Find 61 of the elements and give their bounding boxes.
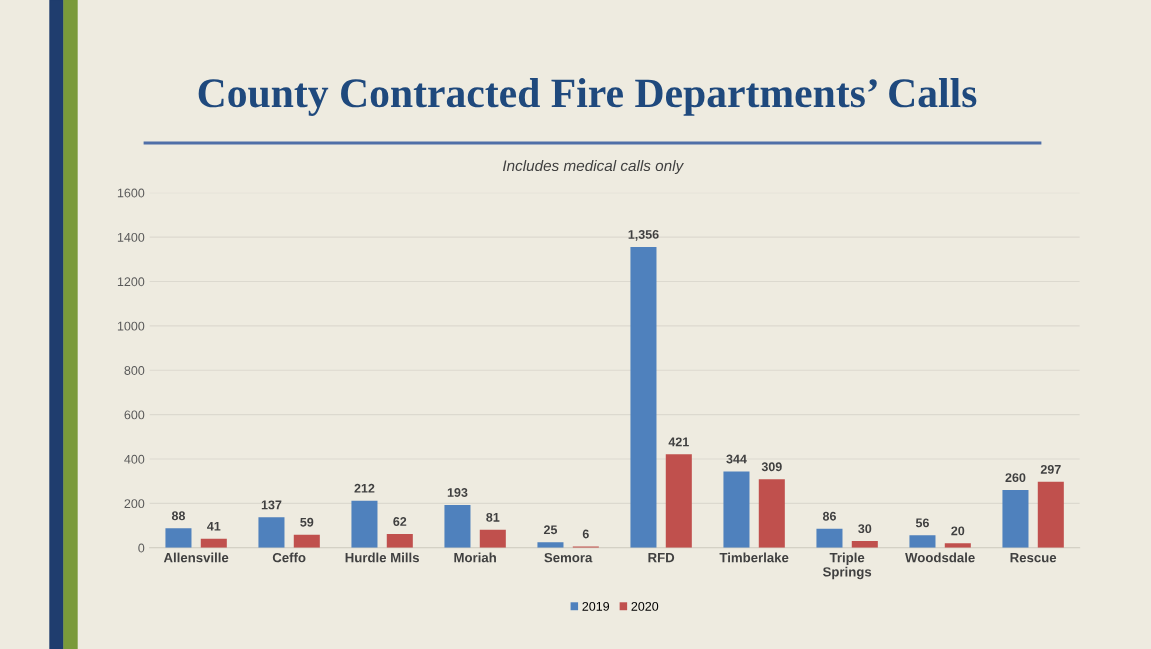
data-label: 421 [668,437,689,447]
x-tick-label: RFD [648,553,675,563]
y-tick-label: 600 [124,410,145,420]
data-label: 344 [726,454,747,464]
y-tick-label: 1400 [117,232,145,242]
y-tick-label: 0 [138,543,145,553]
y-tick-label: 800 [124,366,145,375]
bar [351,500,378,548]
x-tick-label: Woodsdale [905,552,975,563]
bar [165,528,192,548]
y-tick-label: 400 [124,454,145,464]
data-label: 86 [822,511,836,521]
bar [851,541,878,548]
bar [816,528,843,548]
data-label: 25 [543,525,558,535]
bar [258,517,285,548]
x-tick-label: Semora [544,552,593,563]
bar [909,535,936,548]
bar [386,534,413,548]
data-label: 41 [207,521,221,531]
data-label: 309 [761,462,782,472]
bar [537,542,564,548]
y-tick-label: 1600 [117,188,145,198]
bar [630,246,657,548]
x-tick-label: Triple Springs [822,552,872,580]
y-tick-label: 1000 [117,321,145,331]
data-label: 297 [1040,464,1061,474]
x-tick-label: Allensville [163,552,229,563]
x-tick-label: Timberlake [719,552,789,563]
legend-label: 2020 [631,601,659,611]
data-label: 6 [582,529,589,539]
bar [665,454,692,548]
data-label: 88 [171,511,186,521]
data-label: 212 [354,483,375,493]
y-tick-label: 200 [124,499,145,509]
data-label: 56 [915,518,929,528]
chart-subtitle: Includes medical calls only [502,159,684,175]
data-label: 62 [393,517,407,526]
data-label: 137 [261,500,282,510]
data-label: 30 [858,524,872,534]
bar [1002,490,1029,548]
bar [723,471,750,548]
bar [293,534,320,548]
data-label: 193 [447,488,468,497]
legend-label: 2019 [582,601,610,611]
x-tick-label: Hurdle Mills [345,552,419,563]
bar [758,479,785,548]
data-label: 20 [951,526,965,536]
data-label: 59 [300,517,314,527]
bar [944,543,971,548]
data-label: 81 [486,512,500,522]
bar [479,529,506,548]
x-tick-label: Ceffo [272,552,306,563]
data-label: 1,356 [628,230,659,241]
y-tick-label: 1200 [117,277,145,287]
data-label: 260 [1005,473,1026,483]
x-tick-label: Rescue [1010,553,1057,563]
bar [1037,481,1064,548]
chart-title: County Contracted Fire Departments’ Calls [198,78,977,116]
x-tick-label: Moriah [454,552,496,563]
bar [444,504,471,548]
